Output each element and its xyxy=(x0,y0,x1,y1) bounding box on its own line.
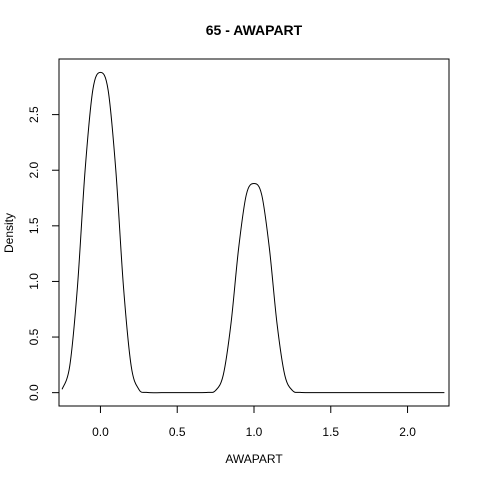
x-tick-label: 1.5 xyxy=(322,425,339,439)
density-curve xyxy=(61,71,445,394)
x-axis-label: AWAPART xyxy=(225,452,283,466)
y-tick-label: 0.0 xyxy=(27,384,41,401)
x-axis: 0.0 0.5 1.0 1.5 2.0 xyxy=(92,405,416,439)
y-axis-label: Density xyxy=(2,213,16,253)
x-tick-label: 0.0 xyxy=(92,425,109,439)
y-tick-label: 1.0 xyxy=(27,273,41,290)
y-tick-label: 1.5 xyxy=(27,217,41,234)
plot-frame xyxy=(58,58,450,407)
y-tick-label: 2.0 xyxy=(27,162,41,179)
y-tick-label: 2.5 xyxy=(27,106,41,123)
x-tick-label: 1.0 xyxy=(246,425,263,439)
chart-title: 65 - AWAPART xyxy=(206,22,303,38)
y-axis: 0.0 0.5 1.0 1.5 2.0 2.5 xyxy=(27,106,60,401)
y-tick-label: 0.5 xyxy=(27,328,41,345)
x-tick-label: 2.0 xyxy=(399,425,416,439)
x-tick-label: 0.5 xyxy=(169,425,186,439)
